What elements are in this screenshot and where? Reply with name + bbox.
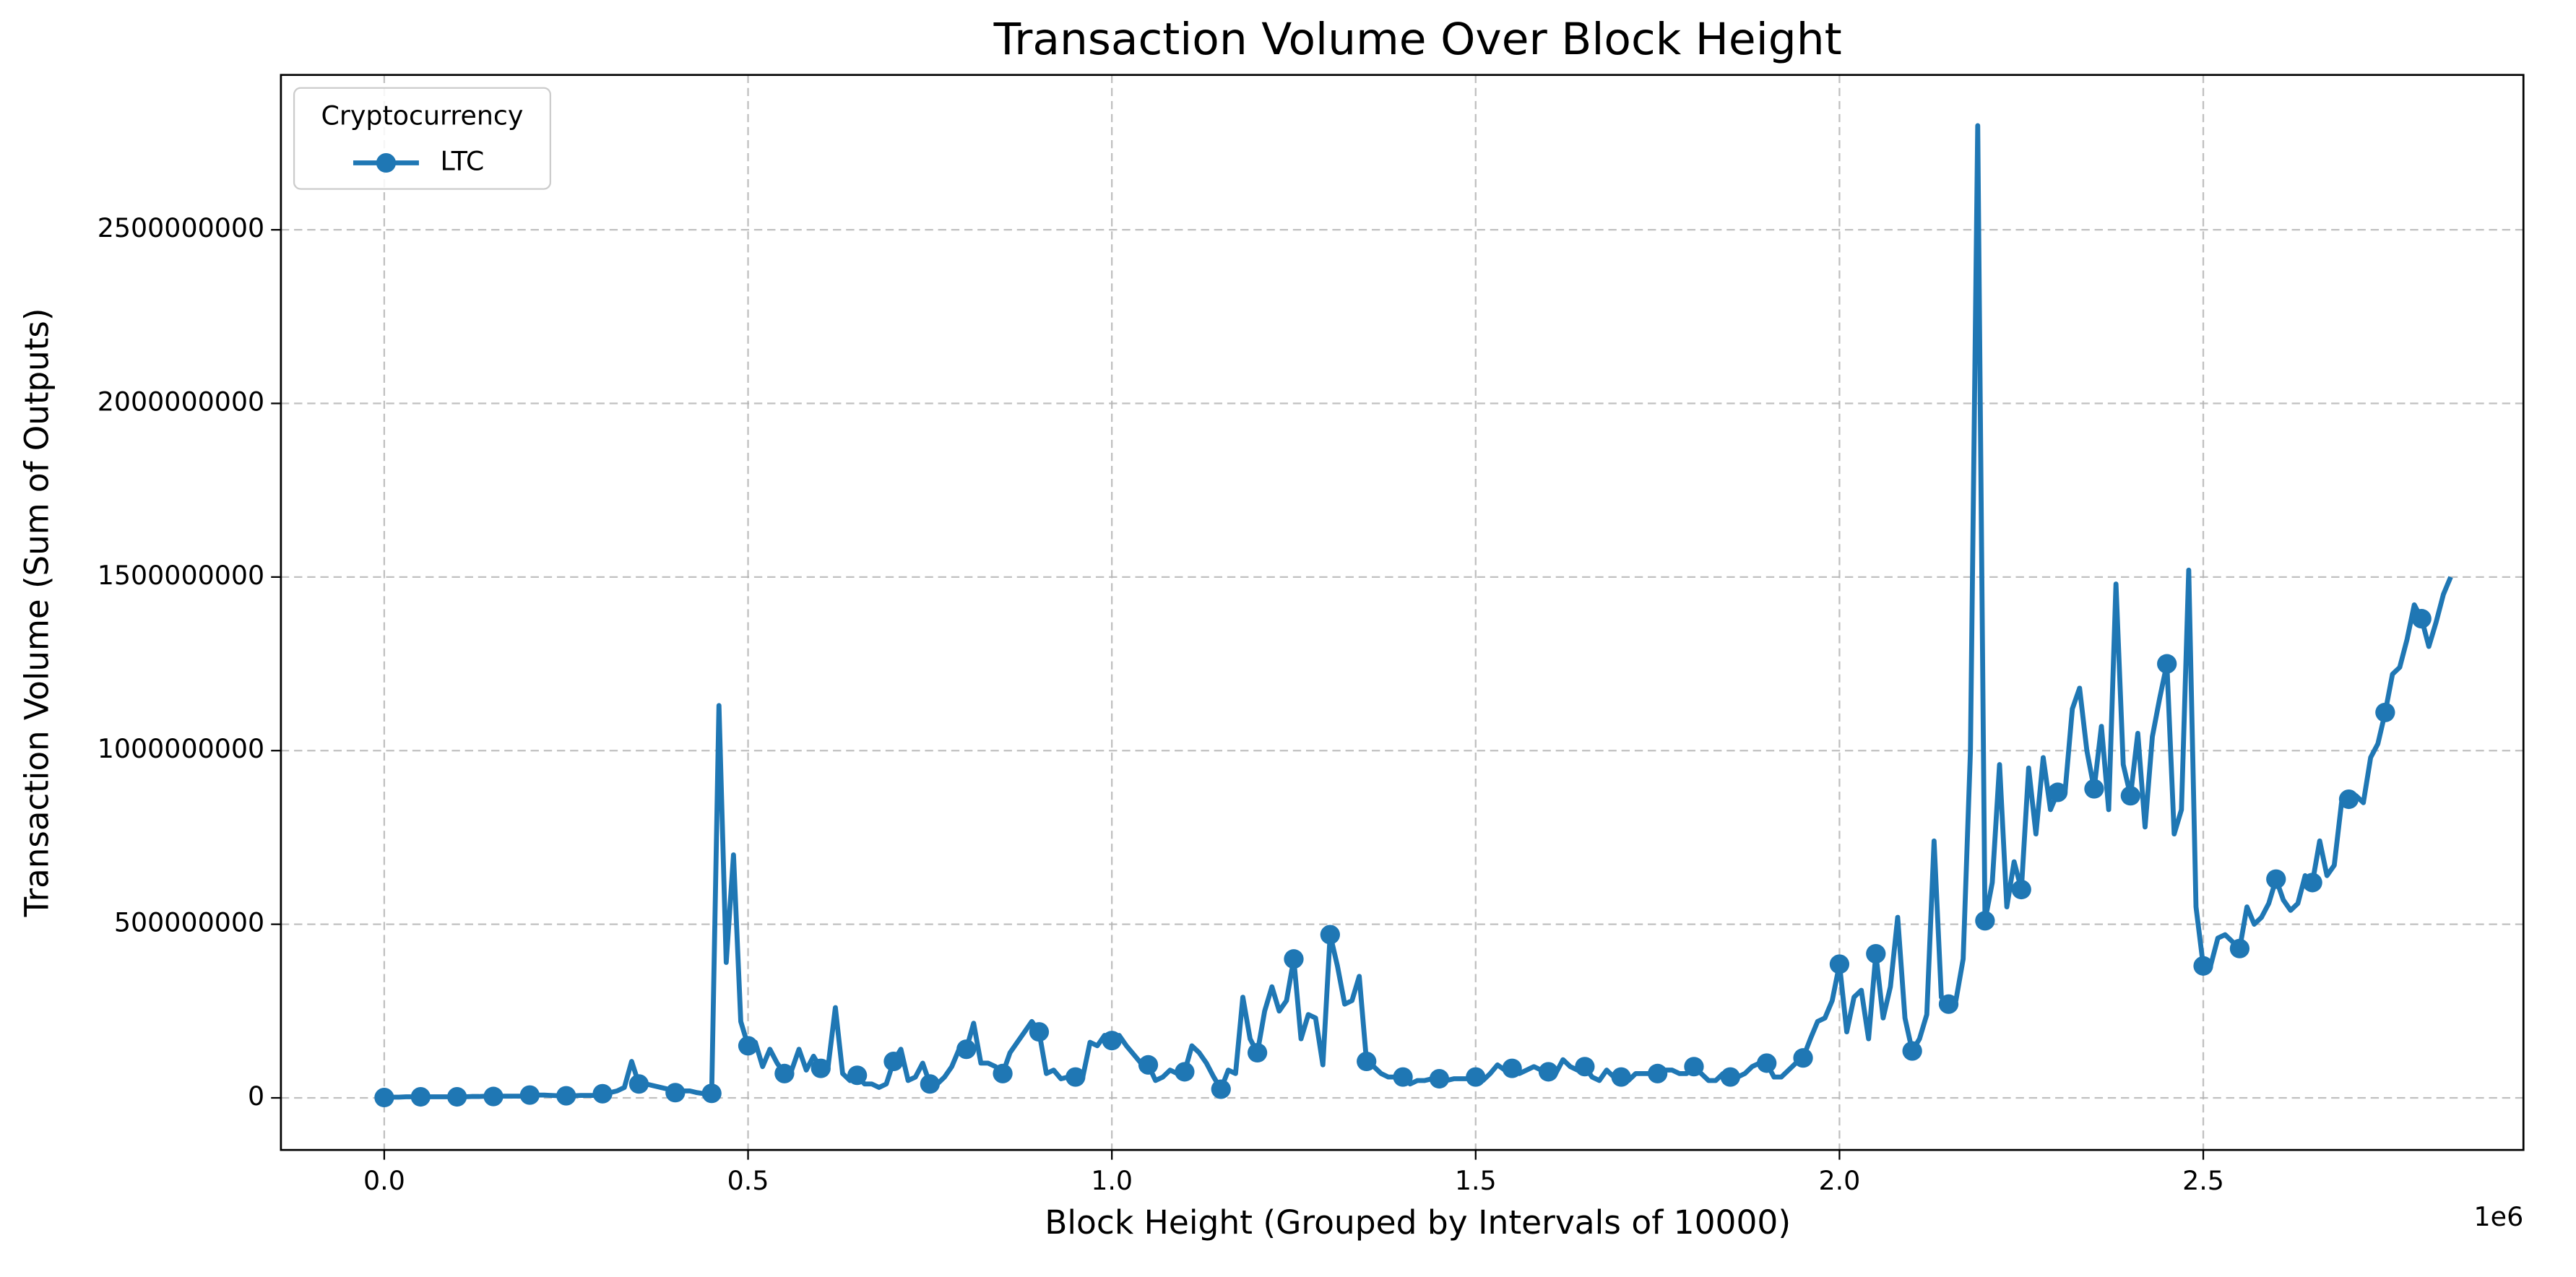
data-point (1866, 943, 1886, 964)
data-point (1538, 1062, 1559, 1082)
data-point (811, 1058, 831, 1078)
y-tick-label: 2000000000 (98, 386, 264, 417)
data-point (1284, 949, 1304, 969)
data-point (374, 1087, 394, 1108)
data-point (1975, 911, 1995, 931)
grid (280, 74, 2524, 1151)
data-point (2375, 702, 2395, 722)
data-point (1138, 1055, 1159, 1075)
data-point (2047, 782, 2068, 802)
data-point (410, 1087, 431, 1107)
data-point (447, 1087, 467, 1107)
data-point (2193, 956, 2213, 976)
data-point (1902, 1041, 1922, 1061)
data-point (1829, 954, 1850, 974)
data-point (1720, 1067, 1740, 1087)
data-point (483, 1086, 503, 1107)
data-point (2084, 779, 2104, 799)
x-axis-label: Block Height (Grouped by Intervals of 10… (1045, 1203, 1791, 1242)
x-tick-label: 1.0 (1091, 1165, 1133, 1196)
data-point (1320, 925, 1340, 945)
data-point (993, 1063, 1013, 1083)
data-point (1429, 1069, 1450, 1089)
data-point (1575, 1057, 1595, 1077)
data-point (1684, 1057, 1704, 1077)
y-tick-label: 500000000 (114, 907, 264, 938)
data-point (1393, 1067, 1413, 1087)
data-point (701, 1083, 722, 1104)
data-point (2266, 869, 2286, 889)
legend-title: Cryptocurrency (321, 100, 524, 131)
data-point (556, 1086, 576, 1106)
data-point (920, 1074, 941, 1094)
legend-label: LTC (440, 146, 484, 177)
data-point (519, 1085, 540, 1105)
data-point (1793, 1048, 1813, 1068)
data-point (1502, 1058, 1522, 1078)
x-offset-label: 1e6 (2474, 1201, 2524, 1232)
legend-marker (376, 152, 397, 173)
y-tick-label: 1500000000 (98, 560, 264, 591)
data-point (1611, 1067, 1631, 1087)
data-point (628, 1074, 649, 1094)
data-point (1757, 1053, 1777, 1073)
x-tick-label: 1.5 (1455, 1165, 1497, 1196)
y-tick-label: 0 (248, 1081, 264, 1112)
data-point (1211, 1079, 1231, 1099)
y-axis-label: Transaction Volume (Sum of Outputs) (17, 308, 56, 917)
x-tick-label: 2.0 (1818, 1165, 1860, 1196)
x-tick-label: 0.0 (363, 1165, 405, 1196)
data-point (1175, 1062, 1195, 1082)
y-tick-label: 2500000000 (98, 212, 264, 243)
data-point (2011, 880, 2031, 900)
data-line (384, 123, 2453, 1100)
chart-title: Transaction Volume Over Block Height (993, 14, 1842, 65)
data-point (1647, 1063, 1668, 1083)
data-point (2302, 873, 2322, 893)
data-point (883, 1051, 904, 1072)
data-point (2411, 609, 2432, 629)
axes-frame (280, 74, 2525, 1151)
data-point (592, 1083, 613, 1104)
data-point (2229, 938, 2250, 958)
data-point (1466, 1067, 1486, 1087)
data-point (1102, 1031, 1122, 1051)
plot-area (374, 123, 2453, 1108)
data-point (956, 1039, 977, 1060)
legend: Cryptocurrency LTC (293, 87, 552, 190)
data-point (774, 1063, 795, 1083)
data-point (1357, 1051, 1377, 1072)
x-tick-label: 2.5 (2182, 1165, 2224, 1196)
data-point (1029, 1022, 1050, 1042)
data-point (738, 1036, 758, 1056)
data-point (1247, 1042, 1268, 1063)
data-point (2338, 789, 2359, 810)
data-point (1066, 1067, 1086, 1087)
data-point (2157, 654, 2177, 674)
data-point (847, 1065, 868, 1086)
data-point (665, 1083, 686, 1103)
data-point (1938, 994, 1959, 1014)
x-tick-label: 0.5 (727, 1165, 769, 1196)
y-tick-label: 1000000000 (98, 733, 264, 764)
data-point (2120, 786, 2140, 806)
